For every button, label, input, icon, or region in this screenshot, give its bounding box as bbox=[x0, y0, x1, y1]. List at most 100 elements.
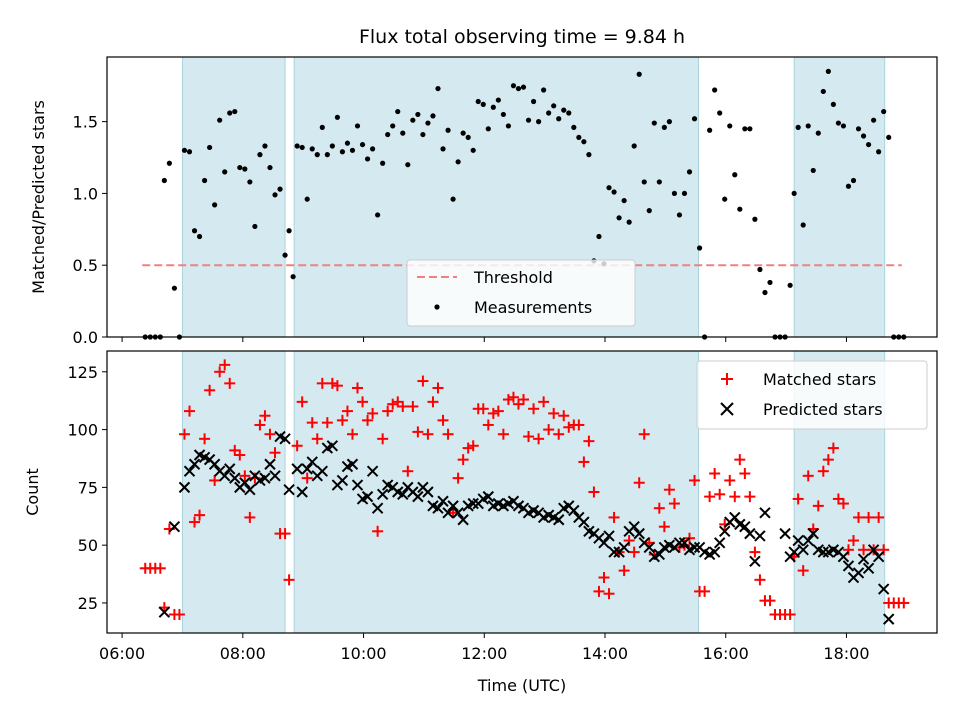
measurement-point bbox=[805, 123, 811, 129]
shaded-interval bbox=[182, 57, 286, 337]
measurement-point bbox=[410, 117, 416, 123]
matched-star-point bbox=[407, 400, 419, 412]
matched-star-point bbox=[792, 493, 804, 505]
measurement-point bbox=[510, 83, 517, 89]
predicted-star-point bbox=[719, 525, 731, 538]
predicted-star-point bbox=[346, 458, 359, 470]
predicted-star-point bbox=[842, 560, 855, 572]
measurement-point bbox=[344, 140, 351, 146]
x-tick-label: 10:00 bbox=[340, 644, 386, 663]
measurement-point bbox=[611, 189, 617, 195]
matched-star-point bbox=[321, 417, 333, 429]
matched-star-point bbox=[254, 419, 266, 431]
predicted-star-point bbox=[239, 477, 251, 489]
measurement-point bbox=[299, 144, 305, 151]
measurement-point bbox=[171, 285, 178, 291]
matched-star-point bbox=[183, 405, 195, 417]
matched-star-point bbox=[663, 484, 675, 496]
matched-star-point bbox=[199, 433, 211, 445]
matched-star-point bbox=[724, 474, 736, 486]
bottom-y-tick-label: 75 bbox=[78, 478, 98, 497]
measurement-point bbox=[656, 179, 662, 185]
matched-star-point bbox=[873, 511, 885, 523]
measurement-point bbox=[505, 123, 512, 129]
predicted-star-point bbox=[412, 490, 424, 503]
predicted-star-point bbox=[264, 458, 276, 470]
measurement-point bbox=[865, 141, 872, 148]
measurement-point bbox=[375, 212, 381, 218]
measurement-point bbox=[227, 110, 233, 116]
measurement-point bbox=[820, 88, 826, 95]
shaded-interval bbox=[294, 351, 699, 633]
matched-star-point bbox=[653, 502, 665, 514]
predicted-star-point bbox=[744, 527, 756, 540]
measurement-point bbox=[286, 228, 292, 234]
measurement-point bbox=[435, 85, 441, 92]
matched-star-point bbox=[497, 428, 509, 440]
measurement-point bbox=[415, 111, 421, 118]
predicted-star-point bbox=[633, 527, 645, 540]
predicted-star-point bbox=[371, 502, 384, 514]
measurement-point bbox=[566, 110, 572, 116]
measurement-point bbox=[556, 116, 562, 122]
measurement-point bbox=[876, 149, 882, 155]
matched-star-point bbox=[482, 419, 494, 431]
predicted-star-point bbox=[618, 541, 630, 554]
matched-star-point bbox=[583, 435, 595, 447]
measurement-point bbox=[520, 84, 527, 90]
predicted-star-point bbox=[779, 527, 791, 540]
measurement-point bbox=[757, 266, 763, 273]
matched-star-point bbox=[754, 574, 766, 586]
measurement-point bbox=[329, 143, 335, 149]
top-y-tick-label: 1.5 bbox=[73, 113, 98, 132]
predicted-star-point bbox=[817, 546, 830, 558]
top-y-tick-label: 0.5 bbox=[73, 256, 98, 275]
predicted-star-point bbox=[759, 507, 771, 519]
measurement-point bbox=[646, 208, 652, 214]
measurement-point bbox=[551, 103, 557, 109]
measurement-point bbox=[825, 68, 831, 74]
predicted-star-point bbox=[877, 583, 890, 595]
predicted-star-point bbox=[872, 551, 885, 563]
matched-star-point bbox=[331, 380, 343, 392]
matched-star-point bbox=[204, 384, 216, 396]
bottom-y-tick-label: 125 bbox=[67, 363, 98, 382]
matched-star-point bbox=[432, 382, 444, 394]
matched-star-point bbox=[306, 417, 318, 429]
matched-star-point bbox=[842, 544, 854, 556]
measurement-point bbox=[840, 123, 847, 129]
matched-star-point bbox=[283, 574, 295, 586]
predicted-star-point bbox=[224, 463, 236, 475]
predicted-star-point bbox=[361, 490, 374, 503]
measurement-point bbox=[282, 252, 288, 258]
x-tick-label: 16:00 bbox=[703, 644, 749, 663]
matched-star-point bbox=[311, 433, 323, 445]
matched-star-point bbox=[301, 472, 313, 484]
x-tick-label: 06:00 bbox=[99, 644, 145, 663]
predicted-star-point bbox=[229, 472, 241, 484]
predicted-star-point bbox=[867, 544, 880, 556]
predicted-star-point bbox=[578, 516, 590, 528]
x-tick-label: 08:00 bbox=[220, 644, 266, 663]
matched-star-point bbox=[588, 486, 600, 498]
matched-star-point bbox=[417, 375, 429, 387]
predicted-star-point bbox=[788, 546, 800, 558]
matched-star-point bbox=[427, 396, 439, 408]
measurement-point bbox=[242, 166, 248, 172]
measurement-point bbox=[304, 196, 310, 202]
matched-star-point bbox=[467, 440, 479, 452]
measurement-point bbox=[732, 172, 738, 178]
matched-star-point bbox=[264, 428, 276, 440]
legend-matched-label: Matched stars bbox=[763, 370, 876, 389]
matched-star-point bbox=[548, 407, 560, 419]
predicted-star-point bbox=[326, 440, 339, 452]
matched-star-point bbox=[553, 428, 565, 440]
measurement-point bbox=[166, 160, 172, 166]
measurement-point bbox=[191, 228, 198, 234]
measurement-point bbox=[631, 143, 637, 149]
predicted-star-point bbox=[678, 537, 691, 549]
matched-star-point bbox=[244, 511, 256, 523]
measurement-point bbox=[237, 164, 243, 171]
measurement-point bbox=[380, 160, 386, 166]
measurement-point bbox=[606, 185, 612, 191]
